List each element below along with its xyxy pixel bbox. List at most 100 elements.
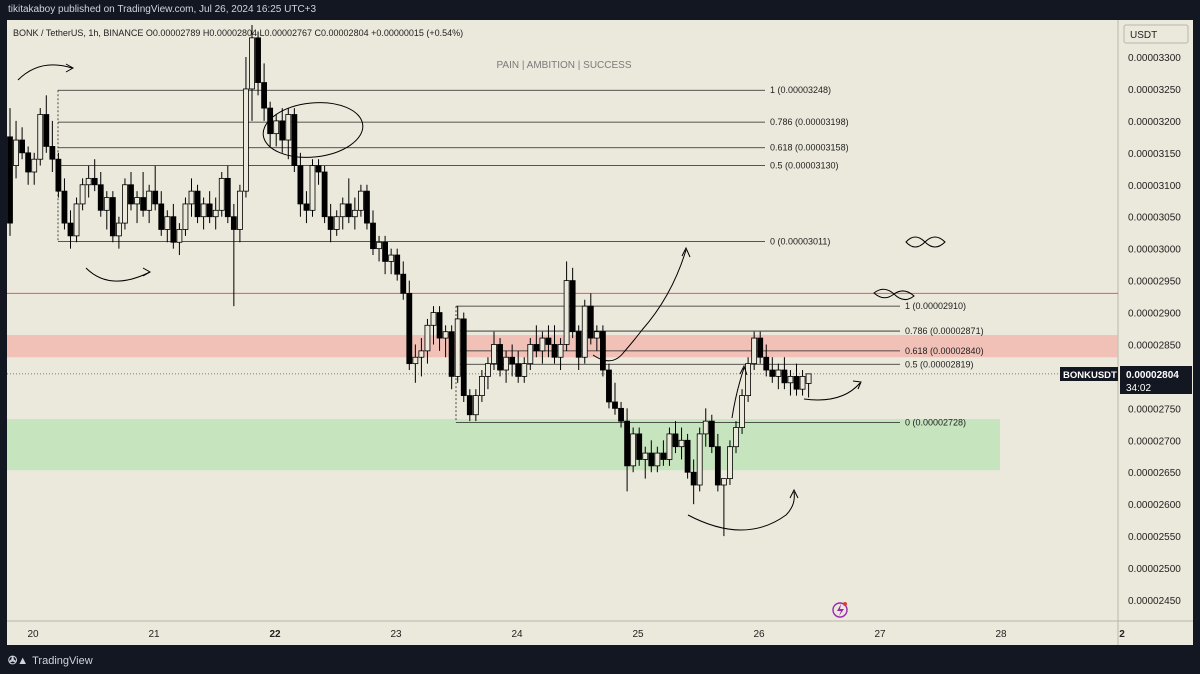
last-price-label: 0.00002804 <box>1126 370 1179 381</box>
price-tick-label: 0.00003100 <box>1128 181 1181 192</box>
candle-body <box>194 190 201 218</box>
price-tick-label: 0.00003200 <box>1128 117 1181 128</box>
hand-arrow-head <box>852 380 862 390</box>
candle-body <box>503 356 510 371</box>
candle-body <box>273 120 280 135</box>
candle-body <box>424 324 431 352</box>
lightning-icon[interactable] <box>832 602 848 618</box>
price-tick-label: 0.00003000 <box>1128 245 1181 256</box>
candle-body <box>763 356 770 371</box>
candle-body <box>654 452 661 467</box>
candle-body <box>557 344 564 358</box>
candle-body <box>497 344 503 371</box>
candle-body <box>382 241 389 262</box>
fib-lower-label: 0.786 (0.00002871) <box>905 326 984 336</box>
candle-body <box>176 229 183 243</box>
candle-body <box>666 433 673 460</box>
price-tick-label: 0.00002600 <box>1128 500 1181 511</box>
candle-body <box>430 312 437 326</box>
hand-infinity <box>905 236 946 248</box>
candle-body <box>696 433 703 486</box>
price-tick-label: 0.00002950 <box>1128 277 1181 288</box>
candle-body <box>618 407 624 422</box>
chart-tagline: PAIN | AMBITION | SUCCESS <box>496 60 631 71</box>
candle-body <box>97 184 104 211</box>
hand-arrow-curve <box>85 267 151 282</box>
price-tick-label: 0.00002500 <box>1128 564 1181 575</box>
currency-label[interactable]: USDT <box>1130 30 1157 41</box>
candle-body <box>394 254 401 275</box>
hand-arrow-curve <box>803 382 861 401</box>
candle-body <box>485 363 491 377</box>
fib-lower-label: 0.618 (0.00002840) <box>905 346 984 356</box>
hand-arrow-head <box>789 488 799 499</box>
hand-arrow-curve <box>592 249 687 362</box>
candle-body <box>37 114 44 160</box>
candle-body <box>364 190 370 224</box>
chart-background <box>7 20 1118 645</box>
candle-body <box>533 344 540 352</box>
candle-body <box>491 344 497 365</box>
candle-body <box>55 158 62 192</box>
time-tick-label: 24 <box>511 629 523 640</box>
time-tick-label: 25 <box>632 629 644 640</box>
candle-body <box>315 165 322 173</box>
fib-upper-label: 0.618 (0.00003158) <box>770 143 849 153</box>
candle-body <box>418 350 425 358</box>
candle-body <box>412 356 419 365</box>
candle-body <box>230 216 237 230</box>
fib-lower-label: 1 (0.00002910) <box>905 301 966 311</box>
candle-body <box>79 184 86 205</box>
tradingview-logo-icon: ✇▲ <box>8 655 29 667</box>
countdown-label: 34:02 <box>1126 383 1151 394</box>
support-zone <box>7 419 1000 471</box>
hand-circle <box>262 102 364 158</box>
candle-body <box>630 433 637 467</box>
fib-upper-label: 0.786 (0.00003198) <box>770 117 849 127</box>
candle-body <box>351 209 358 218</box>
candle-body <box>587 305 594 339</box>
candle-body <box>648 452 655 467</box>
candle-body <box>388 254 395 262</box>
candle-body <box>7 136 13 224</box>
candle-body <box>212 209 219 218</box>
candle-body <box>472 395 479 416</box>
candle-body <box>733 427 739 448</box>
price-axis-background <box>1118 20 1193 645</box>
candles-layer <box>7 25 812 537</box>
candle-body <box>478 376 485 396</box>
candle-body <box>642 452 649 460</box>
candle-body <box>745 363 751 396</box>
symbol-tag <box>1060 367 1118 381</box>
candle-body <box>563 280 570 345</box>
candle-body <box>757 337 764 358</box>
candle-body <box>261 82 268 109</box>
candle-body <box>67 222 74 237</box>
candle-body <box>267 107 274 135</box>
candle-body <box>339 203 346 218</box>
published-line: tikitakaboy published on TradingView.com… <box>8 4 317 15</box>
candle-body <box>49 146 56 160</box>
candle-body <box>460 318 467 396</box>
candle-body <box>376 241 382 250</box>
time-tick-label: 27 <box>874 629 886 640</box>
candle-body <box>345 203 352 218</box>
candle-body <box>466 395 473 416</box>
candle-body <box>593 331 600 339</box>
candle-body <box>805 373 812 384</box>
candle-body <box>109 197 116 237</box>
candle-body <box>775 369 782 377</box>
candle-body <box>85 177 92 186</box>
candle-body <box>400 273 407 294</box>
candle-body <box>152 190 159 205</box>
fib-upper-label: 1 (0.00003248) <box>770 85 831 95</box>
drawings-layer <box>17 63 946 531</box>
candle-body <box>73 203 80 237</box>
candle-body <box>357 190 364 211</box>
price-tick-label: 0.00002750 <box>1128 404 1181 415</box>
candle-body <box>600 331 606 371</box>
candle-body <box>224 177 231 218</box>
symbol-ohlc-line: BONK / TetherUS, 1h, BINANCE O0.00002789… <box>13 28 463 38</box>
